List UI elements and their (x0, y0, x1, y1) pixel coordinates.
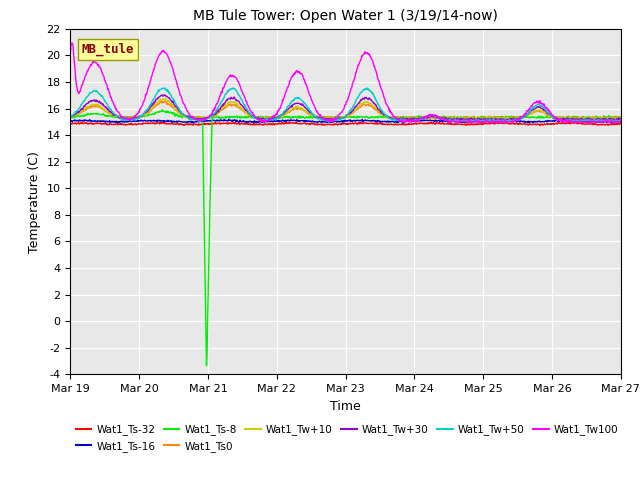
Wat1_Ts-8 (617, 114, 625, 120)
Wat1_Tw+10 (617, 116, 625, 121)
Wat1_Tw100 (310, 101, 317, 107)
Wat1_Tw100 (496, 119, 504, 124)
Wat1_Tw100 (507, 119, 515, 124)
Wat1_Ts-8 (310, 115, 318, 120)
Wat1_Ts-8 (445, 114, 453, 120)
Wat1_Tw+50 (123, 117, 131, 122)
Wat1_Ts-16 (309, 119, 317, 124)
Line: Wat1_Tw+10: Wat1_Tw+10 (70, 98, 621, 120)
Wat1_Tw100 (290, 71, 298, 77)
Wat1_Tw+30 (310, 112, 317, 118)
Wat1_Tw+10 (445, 116, 453, 121)
Wat1_Ts-16 (67, 119, 74, 124)
Wat1_Tw+30 (290, 102, 298, 108)
Wat1_Ts0 (123, 115, 131, 120)
Wat1_Tw+10 (507, 116, 515, 121)
Wat1_Tw100 (617, 118, 625, 123)
Wat1_Tw+50 (497, 118, 504, 123)
Wat1_Tw+50 (67, 114, 74, 120)
Wat1_Ts-32 (506, 121, 514, 127)
Wat1_Ts-8 (203, 363, 211, 369)
Wat1_Ts0 (506, 115, 514, 121)
Wat1_Tw100 (67, 50, 74, 56)
Wat1_Ts-8 (159, 107, 166, 113)
Wat1_Tw+30 (123, 117, 131, 122)
Wat1_Ts0 (445, 115, 452, 120)
Wat1_Tw+50 (290, 96, 298, 102)
Wat1_Ts-32 (445, 121, 452, 127)
Wat1_Ts-16 (358, 117, 366, 122)
Wat1_Tw+30 (67, 113, 74, 119)
Wat1_Ts-16 (507, 118, 515, 124)
Line: Wat1_Tw+30: Wat1_Tw+30 (70, 95, 621, 120)
Wat1_Tw+10 (310, 113, 317, 119)
Wat1_Tw+10 (67, 114, 74, 120)
Wat1_Ts0 (290, 107, 298, 113)
Wat1_Tw100 (445, 118, 452, 124)
Line: Wat1_Ts0: Wat1_Ts0 (70, 101, 621, 120)
Wat1_Ts0 (310, 113, 317, 119)
Wat1_Ts-16 (399, 120, 406, 126)
Wat1_Tw+10 (123, 115, 131, 120)
Wat1_Ts-8 (67, 114, 74, 120)
Wat1_Ts0 (496, 115, 504, 121)
Wat1_Tw+30 (587, 118, 595, 123)
Wat1_Tw+50 (445, 117, 452, 123)
Line: Wat1_Ts-32: Wat1_Ts-32 (70, 122, 621, 125)
Wat1_Ts-16 (289, 118, 297, 123)
Wat1_Ts-32 (536, 122, 543, 128)
X-axis label: Time: Time (330, 400, 361, 413)
Wat1_Ts-32 (67, 121, 74, 127)
Wat1_Ts0 (617, 115, 625, 120)
Wat1_Ts0 (158, 98, 166, 104)
Wat1_Ts0 (593, 117, 600, 122)
Wat1_Ts-8 (507, 114, 515, 120)
Wat1_Tw100 (68, 40, 76, 46)
Wat1_Ts-32 (617, 120, 625, 126)
Wat1_Ts-32 (123, 121, 131, 127)
Wat1_Tw100 (124, 116, 131, 121)
Wat1_Tw+30 (506, 117, 514, 122)
Wat1_Tw+10 (497, 117, 504, 122)
Wat1_Ts-8 (291, 114, 298, 120)
Line: Wat1_Ts-8: Wat1_Ts-8 (70, 110, 621, 366)
Wat1_Ts-16 (445, 119, 453, 125)
Wat1_Tw+50 (476, 119, 484, 125)
Wat1_Ts-32 (310, 121, 317, 127)
Wat1_Ts-16 (617, 117, 625, 123)
Wat1_Ts-8 (497, 114, 504, 120)
Wat1_Tw+10 (290, 105, 298, 111)
Wat1_Tw+30 (161, 92, 168, 97)
Wat1_Tw+50 (617, 117, 625, 123)
Wat1_Tw+30 (445, 117, 452, 122)
Line: Wat1_Ts-16: Wat1_Ts-16 (70, 120, 621, 123)
Wat1_Tw+30 (496, 116, 504, 121)
Wat1_Ts-32 (282, 119, 290, 125)
Wat1_Ts-16 (497, 118, 504, 124)
Text: MB_tule: MB_tule (81, 43, 134, 56)
Legend: Wat1_Ts-32, Wat1_Ts-16, Wat1_Ts-8, Wat1_Ts0, Wat1_Tw+10, Wat1_Tw+30, Wat1_Tw+50,: Wat1_Ts-32, Wat1_Ts-16, Wat1_Ts-8, Wat1_… (76, 424, 618, 452)
Y-axis label: Temperature (C): Temperature (C) (28, 151, 41, 252)
Wat1_Tw+10 (162, 96, 170, 101)
Wat1_Tw+50 (507, 118, 515, 123)
Title: MB Tule Tower: Open Water 1 (3/19/14-now): MB Tule Tower: Open Water 1 (3/19/14-now… (193, 10, 498, 24)
Wat1_Ts0 (67, 113, 74, 119)
Line: Wat1_Tw+50: Wat1_Tw+50 (70, 88, 621, 122)
Wat1_Ts-8 (123, 114, 131, 120)
Wat1_Tw+50 (161, 85, 169, 91)
Wat1_Tw+30 (617, 118, 625, 123)
Wat1_Ts-16 (123, 119, 131, 125)
Wat1_Tw+50 (310, 111, 317, 117)
Wat1_Ts-32 (496, 120, 504, 126)
Wat1_Ts-32 (290, 120, 298, 126)
Wat1_Tw+10 (334, 117, 342, 123)
Wat1_Tw100 (502, 120, 510, 126)
Line: Wat1_Tw100: Wat1_Tw100 (70, 43, 621, 123)
